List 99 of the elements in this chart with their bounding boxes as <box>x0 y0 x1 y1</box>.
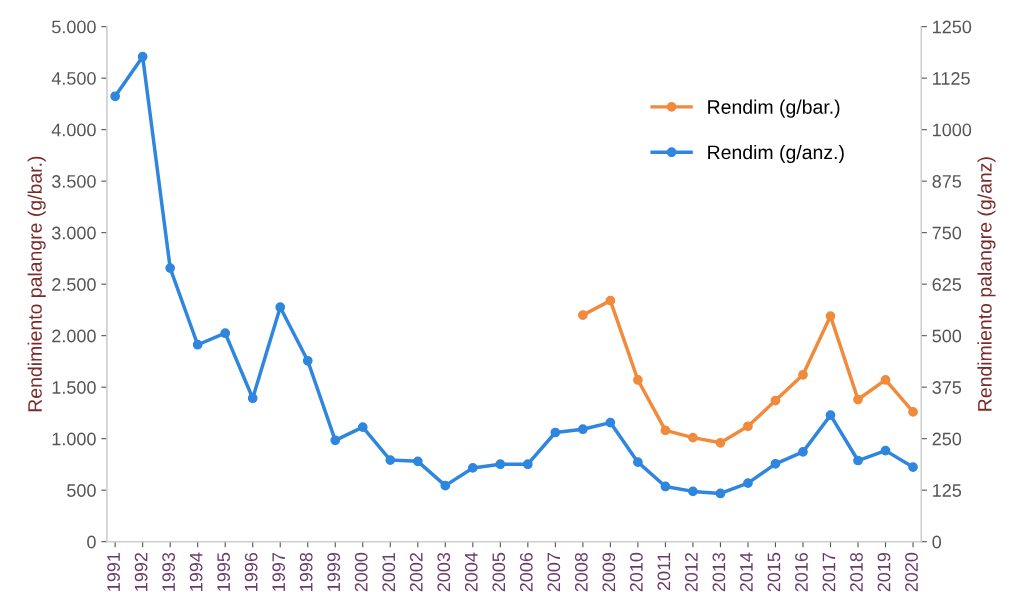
x-tick-label: 2001 <box>382 552 396 592</box>
point <box>412 456 423 467</box>
y-tick-label: 2.000 <box>52 329 96 343</box>
y-axis-title: Rendimiento palangre (g/bar.) <box>27 156 46 412</box>
point <box>137 51 148 62</box>
y-tick-label: 1.000 <box>52 432 96 446</box>
x-tick-label: 1995 <box>217 552 231 591</box>
point <box>467 463 478 473</box>
y2-tick-label: 0 <box>932 535 942 549</box>
point <box>688 432 698 443</box>
point <box>578 424 588 435</box>
point <box>385 455 396 465</box>
x-tick-label: 1993 <box>162 552 176 591</box>
x-tick-label: 1994 <box>189 552 203 591</box>
y-tick-label: 5.000 <box>52 20 96 34</box>
x-tick-label: 2000 <box>354 552 368 592</box>
point <box>522 459 533 470</box>
point <box>908 462 918 472</box>
y2-tick-label: 1000 <box>933 123 972 137</box>
x-tick-label: 2011 <box>657 552 671 591</box>
x-tick-label: 2009 <box>602 552 616 592</box>
point <box>660 425 671 436</box>
x-tick-label: 1997 <box>272 553 286 591</box>
point <box>880 375 891 385</box>
y-tick-label: 4.000 <box>51 123 96 137</box>
x-tick-label: 1991 <box>107 552 120 591</box>
x-tick-label: 2019 <box>877 552 891 592</box>
x-tick-label: 1998 <box>299 552 313 591</box>
point <box>192 339 203 350</box>
y2-tick-label: 500 <box>932 329 962 343</box>
x-tick-label: 2002 <box>409 553 423 592</box>
x-tick-label: 2016 <box>795 552 808 592</box>
point <box>660 481 671 492</box>
point <box>880 445 891 456</box>
point <box>798 369 808 380</box>
x-tick-label: 2018 <box>850 552 863 592</box>
point <box>605 295 616 306</box>
point <box>853 455 863 466</box>
y-tick-label: 0 <box>87 535 96 549</box>
point <box>578 310 588 320</box>
x-tick-label: 1996 <box>244 552 258 591</box>
y2-tick-label: 875 <box>932 175 962 188</box>
y2-tick-label: 375 <box>932 381 962 394</box>
y-tick-label: 1.500 <box>52 381 96 394</box>
point <box>825 410 836 421</box>
legend-label: Rendim (g/bar.) <box>708 99 840 118</box>
point <box>247 393 258 404</box>
y2-tick-label: 1250 <box>933 20 972 34</box>
point <box>275 302 286 313</box>
x-tick-label: 1992 <box>134 553 148 591</box>
point <box>633 457 643 468</box>
y2-tick-label: 125 <box>933 484 962 497</box>
y2-axis-title: Rendimiento palangre (g/anz) <box>977 157 996 411</box>
y-tick-label: 2.500 <box>52 278 96 291</box>
x-tick-label: 2005 <box>492 552 506 592</box>
point <box>330 435 341 446</box>
point <box>605 417 616 428</box>
point <box>495 459 506 470</box>
point <box>743 478 753 489</box>
x-tick-label: 2017 <box>822 553 836 592</box>
y-tick-label: 500 <box>67 484 96 497</box>
y-tick-label: 3.500 <box>51 175 96 188</box>
point <box>550 427 561 438</box>
point <box>798 446 808 457</box>
point <box>715 488 726 499</box>
point <box>220 328 231 339</box>
y-tick-label: 3.000 <box>51 226 96 240</box>
x-tick-label: 2015 <box>767 552 781 592</box>
x-tick-label: 2003 <box>437 552 451 592</box>
point <box>357 422 368 432</box>
x-tick-label: 2014 <box>740 552 753 592</box>
legend-label: Rendim (g/anz.) <box>708 144 844 164</box>
point <box>440 480 451 491</box>
x-tick-label: 2012 <box>684 553 698 592</box>
point <box>770 458 781 469</box>
x-tick-label: 1999 <box>327 552 341 591</box>
x-tick-label: 2020 <box>905 552 918 592</box>
point <box>825 311 836 321</box>
point <box>633 375 643 385</box>
y2-tick-label: 750 <box>932 226 962 240</box>
point <box>110 91 121 102</box>
point <box>853 394 863 405</box>
x-tick-label: 2006 <box>519 552 533 592</box>
y2-tick-label: 1125 <box>933 72 970 85</box>
point <box>302 355 313 366</box>
point <box>770 395 781 406</box>
point <box>908 407 918 417</box>
x-tick-label: 2010 <box>629 552 643 592</box>
y2-tick-label: 250 <box>932 432 962 446</box>
x-tick-label: 2008 <box>574 552 588 592</box>
point <box>715 437 726 448</box>
point <box>688 486 698 497</box>
x-tick-label: 2013 <box>712 552 726 592</box>
point <box>165 263 176 273</box>
x-tick-label: 2007 <box>547 553 561 592</box>
y-tick-label: 4.500 <box>51 72 96 85</box>
x-tick-label: 2004 <box>464 552 478 592</box>
point <box>743 421 753 432</box>
y2-tick-label: 625 <box>932 278 962 291</box>
